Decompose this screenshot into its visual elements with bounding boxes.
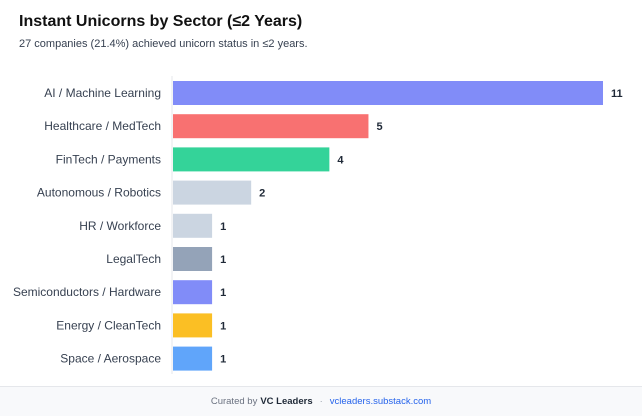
category-label: Energy / CleanTech (56, 318, 161, 332)
category-label: Semiconductors / Hardware (13, 285, 161, 299)
bar[interactable] (173, 346, 213, 371)
bar[interactable] (173, 147, 330, 172)
bar-value-label: 2 (259, 188, 265, 200)
bar[interactable] (173, 81, 603, 105)
chart-title: Instant Unicorns by Sector (≤2 Years) (19, 13, 303, 30)
bar-value-label: 1 (220, 221, 226, 233)
bar-value-label: 5 (376, 121, 382, 133)
footer: Curated by VC Leaders · vcleaders.substa… (0, 386, 642, 416)
category-label: FinTech / Payments (56, 152, 161, 166)
category-label: Space / Aerospace (60, 352, 161, 366)
footer-prefix: Curated by (210, 396, 258, 407)
category-label: Healthcare / MedTech (44, 119, 161, 133)
bar-value-label: 4 (337, 154, 344, 166)
bar[interactable] (173, 247, 213, 271)
bar[interactable] (173, 180, 252, 205)
category-label: HR / Workforce (79, 219, 161, 233)
chart-subtitle: 27 companies (21.4%) achieved unicorn st… (19, 38, 308, 50)
bar[interactable] (173, 280, 213, 305)
bar-value-label: 1 (220, 354, 226, 366)
bar-value-label: 11 (611, 88, 623, 100)
bar[interactable] (173, 213, 213, 238)
footer-brand: VC Leaders (260, 396, 313, 407)
category-label: AI / Machine Learning (44, 86, 161, 100)
bar[interactable] (173, 313, 213, 338)
bar[interactable] (173, 114, 369, 139)
footer-separator: · (319, 396, 323, 407)
bar-value-label: 1 (220, 287, 226, 299)
category-label: LegalTech (106, 252, 161, 266)
footer-link[interactable]: vcleaders.substack.com (329, 396, 432, 407)
bar-value-label: 1 (220, 254, 226, 266)
bar-value-label: 1 (220, 320, 226, 332)
category-label: Autonomous / Robotics (37, 186, 161, 200)
